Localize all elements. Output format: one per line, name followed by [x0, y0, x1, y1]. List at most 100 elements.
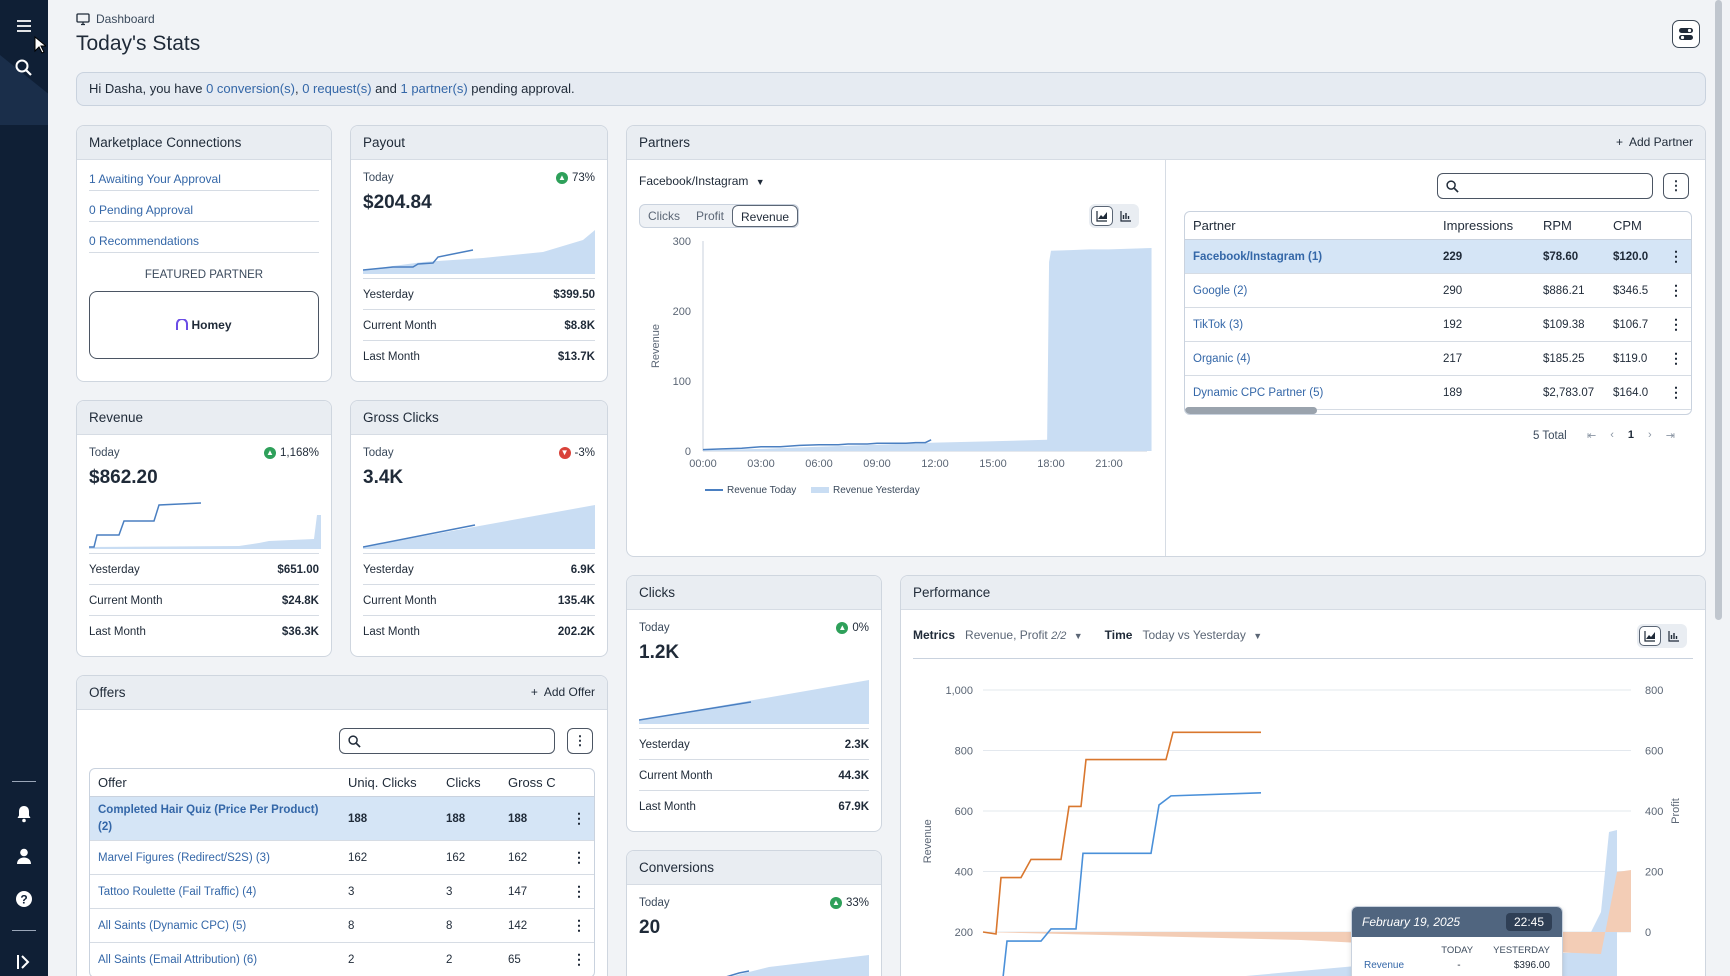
partners-more-button[interactable]: ⋮ — [1663, 173, 1689, 199]
row-menu-icon[interactable]: ⋮ — [564, 840, 594, 875]
table-row[interactable]: Completed Hair Quiz (Price Per Product) … — [90, 796, 594, 841]
chart-type-toggle — [1089, 204, 1139, 228]
table-row[interactable]: Dynamic CPC Partner (5) 189 $2,783.07 $164.… — [1185, 375, 1691, 410]
stat-row: Yesterday $399.50 — [363, 278, 595, 309]
table-row[interactable]: Marvel Figures (Redirect/S2S) (3) 162 162 1… — [90, 840, 594, 875]
table-row[interactable]: TikTok (3) 192 $109.38 $106.7 ⋮ — [1185, 307, 1691, 342]
series-line-profit-today — [982, 731, 1261, 935]
recommendations-link[interactable]: 0 Recommendations — [89, 222, 319, 253]
requests-link[interactable]: 0 request(s) — [302, 81, 372, 96]
time-dropdown[interactable]: Today vs Yesterday ▼ — [1142, 628, 1263, 642]
arrow-down-icon: ▼ — [558, 447, 571, 459]
row-menu-icon[interactable]: ⋮ — [1661, 375, 1691, 410]
caret-down-icon: ▼ — [755, 177, 765, 187]
table-row[interactable]: Facebook/Instagram (1) 229 $78.60 $120.0 ⋮ — [1185, 239, 1691, 274]
add-offer-button[interactable]: + Add Offer — [530, 685, 595, 699]
search-icon[interactable] — [10, 54, 38, 82]
stat-row: Current Month $24.8K — [89, 584, 319, 615]
change-value: 73% — [571, 172, 595, 184]
tab-profit[interactable]: Profit — [696, 209, 725, 223]
current-page[interactable]: 1 — [1627, 429, 1635, 441]
series-area-revenue-yesterday — [1245, 830, 1617, 976]
pending-approval-link[interactable]: 0 Pending Approval — [89, 191, 319, 222]
column-header[interactable]: Uniq. Clicks — [340, 769, 438, 797]
metrics-dropdown[interactable]: Revenue, Profit 2/2 ▼ — [965, 628, 1083, 642]
metrics-label: Metrics — [913, 628, 956, 642]
table-row[interactable]: Google (2) 290 $886.21 $346.5 ⋮ — [1185, 273, 1691, 308]
x-tick-label: 09:00 — [863, 458, 891, 470]
column-header[interactable]: CPM — [1605, 212, 1661, 240]
today-value: 3.4K — [363, 467, 404, 488]
card-title: Marketplace Connections — [77, 126, 331, 160]
monitor-icon — [76, 13, 90, 26]
bell-icon[interactable] — [10, 800, 38, 828]
tab-revenue[interactable]: Revenue — [732, 205, 799, 227]
row-menu-icon[interactable]: ⋮ — [564, 942, 594, 976]
payout-card: Payout Today ▲ 73% $204.84 Yesterday $399.5… — [350, 125, 608, 382]
x-tick-label: 03:00 — [747, 458, 775, 470]
y-tick-label: 200 — [673, 306, 691, 318]
help-icon[interactable]: ? — [10, 885, 38, 913]
breadcrumb[interactable]: Dashboard — [76, 12, 155, 26]
sidebar: ? — [0, 0, 48, 976]
tooltip-date: February 19, 2025 — [1362, 915, 1461, 929]
expand-sidebar-icon[interactable] — [10, 948, 38, 976]
arrow-up-icon: ▲ — [836, 622, 849, 634]
row-menu-icon[interactable]: ⋮ — [564, 908, 594, 943]
row-menu-icon[interactable]: ⋮ — [564, 874, 594, 909]
table-row[interactable]: All Saints (Dynamic CPC) (5) 8 8 142 ⋮ — [90, 908, 594, 943]
revenue-card: Revenue Today ▲ 1,168% $862.20 Yesterday $6… — [76, 400, 332, 657]
column-header[interactable]: RPM — [1535, 212, 1605, 240]
featured-partner-button[interactable]: Homey — [89, 291, 319, 359]
partners-link[interactable]: 1 partner(s) — [400, 81, 468, 96]
column-header[interactable]: Partner — [1185, 212, 1435, 240]
offers-search-input[interactable] — [339, 728, 555, 754]
user-icon[interactable] — [10, 842, 38, 870]
partners-search-input[interactable] — [1437, 173, 1653, 199]
x-tick-label: 15:00 — [979, 458, 1007, 470]
table-row[interactable]: Organic (4) 217 $185.25 $119.0 ⋮ — [1185, 341, 1691, 376]
row-menu-icon[interactable]: ⋮ — [1661, 341, 1691, 376]
column-header[interactable]: Gross C — [500, 769, 564, 797]
row-menu-icon[interactable]: ⋮ — [1661, 307, 1691, 342]
gross-clicks-sparkline — [363, 505, 595, 549]
card-title: Gross Clicks — [351, 401, 607, 435]
breadcrumb-label: Dashboard — [96, 12, 155, 26]
table-row[interactable]: All Saints (Email Attribution) (6) 2 2 65 ⋮ — [90, 942, 594, 976]
menu-icon[interactable] — [10, 12, 38, 40]
partners-revenue-chart: 0 100 200 300 00:00 03:00 06:00 09:00 12:00 15:00… — [650, 236, 1152, 496]
card-title: Conversions — [627, 851, 881, 885]
offers-more-button[interactable]: ⋮ — [567, 728, 593, 754]
row-menu-icon[interactable]: ⋮ — [1661, 273, 1691, 308]
tooltip-time: 22:45 — [1505, 913, 1552, 931]
caret-down-icon: ▼ — [1253, 631, 1263, 641]
tab-clicks[interactable]: Clicks — [648, 209, 680, 223]
area-chart-icon[interactable] — [1639, 626, 1661, 646]
today-label: Today — [639, 897, 670, 909]
card-title: Revenue — [77, 401, 331, 435]
last-page-icon[interactable]: ⇥ — [1665, 430, 1675, 442]
awaiting-approval-link[interactable]: 1 Awaiting Your Approval — [89, 160, 319, 191]
page-scrollbar[interactable] — [1715, 0, 1722, 620]
table-row[interactable]: Tattoo Roulette (Fail Traffic) (4) 3 3 147 ⋮ — [90, 874, 594, 909]
offers-card: Offers + Add Offer ⋮ Offer Uniq. Clicks C… — [76, 675, 608, 976]
column-header[interactable]: Impressions — [1435, 212, 1535, 240]
prev-page-icon[interactable]: ‹ — [1610, 429, 1614, 441]
add-partner-button[interactable]: + Add Partner — [1615, 135, 1693, 149]
partner-selector-dropdown[interactable]: Facebook/Instagram ▼ — [639, 174, 765, 188]
x-tick-label: 00:00 — [689, 458, 717, 470]
area-chart-icon[interactable] — [1091, 206, 1113, 226]
conversions-link[interactable]: 0 conversion(s) — [206, 81, 295, 96]
first-page-icon[interactable]: ⇤ — [1587, 430, 1597, 442]
series-area-revenue-yesterday — [703, 248, 1152, 451]
row-menu-icon[interactable]: ⋮ — [564, 796, 594, 841]
stat-row: Last Month $13.7K — [363, 340, 595, 371]
horizontal-scrollbar[interactable] — [1185, 407, 1317, 414]
bar-chart-icon[interactable] — [1663, 626, 1685, 646]
bar-chart-icon[interactable] — [1115, 206, 1137, 226]
settings-toggle-button[interactable] — [1672, 20, 1700, 48]
row-menu-icon[interactable]: ⋮ — [1661, 239, 1691, 274]
column-header[interactable]: Clicks — [438, 769, 500, 797]
next-page-icon[interactable]: › — [1648, 429, 1652, 441]
column-header[interactable]: Offer — [90, 769, 340, 797]
